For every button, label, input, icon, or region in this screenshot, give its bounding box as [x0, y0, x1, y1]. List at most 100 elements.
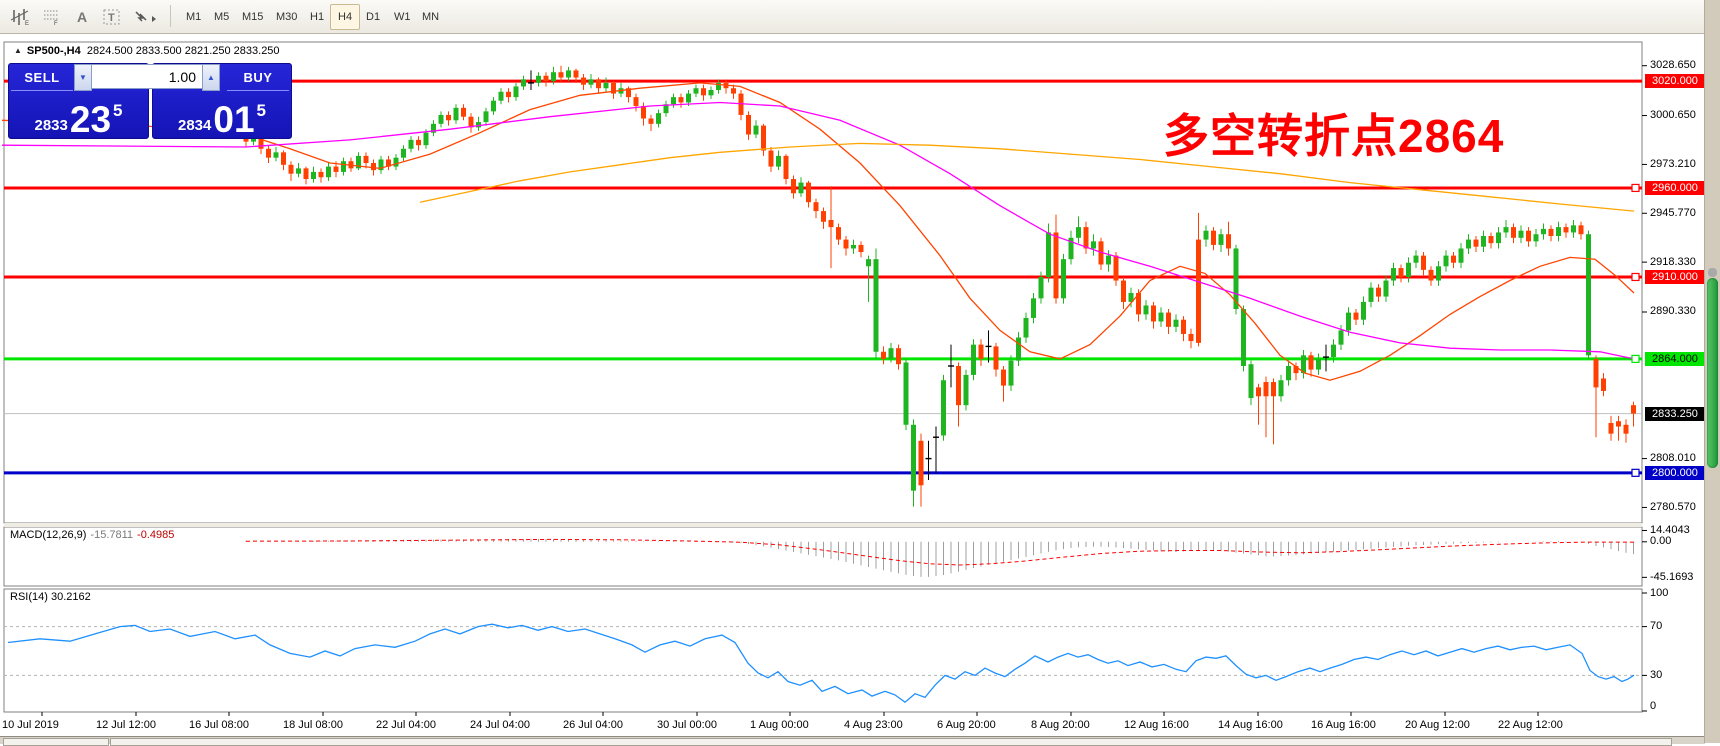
volume-decrease-button[interactable]: ▼ [74, 64, 92, 91]
level-handle[interactable] [1631, 183, 1640, 193]
slow-ma-orange [419, 142, 1635, 212]
text-box-icon[interactable]: T [98, 4, 126, 30]
candle-body [798, 182, 804, 194]
volume-spinner: ▼ ▲ [74, 64, 220, 91]
candle-body [753, 125, 759, 135]
candle-body [386, 159, 391, 167]
candle-body [881, 351, 886, 359]
candle-body [288, 164, 294, 174]
chart-title: ▲ SP500-,H4 2824.500 2833.500 2821.250 28… [14, 45, 280, 57]
timeframe-button-mn[interactable]: MN [422, 11, 440, 23]
macd-signal-line [245, 538, 1635, 566]
candle-body [1008, 360, 1014, 386]
candle-body [1361, 301, 1366, 320]
candle-body [896, 348, 901, 365]
buy-button[interactable]: BUY [227, 64, 289, 91]
candle-body [431, 123, 436, 133]
vertical-scrollbar[interactable] [1704, 0, 1720, 743]
grid-icon[interactable]: F [38, 4, 66, 30]
candle-body [1383, 280, 1389, 297]
candle-body [648, 118, 654, 124]
candle-body [1548, 228, 1554, 237]
candle-body [1226, 234, 1231, 249]
sell-price: 2833 23 5 [34, 99, 123, 140]
svg-text:F: F [54, 21, 58, 26]
candle-body [1241, 309, 1246, 367]
candle-body [1106, 255, 1111, 265]
candle-body [1353, 312, 1359, 320]
candle-body [633, 97, 639, 107]
scrollbar-thumb[interactable] [1707, 278, 1718, 468]
collapse-triangle-icon: ▲ [14, 46, 22, 55]
candle-body [438, 114, 444, 124]
candle-body [963, 374, 969, 406]
timeframe-button-d1[interactable]: D1 [366, 11, 381, 23]
candle-body [1211, 230, 1216, 245]
candle-body [1046, 232, 1051, 277]
candle-body [693, 88, 699, 94]
candle-body [971, 344, 976, 375]
cursor-crosshair-icon[interactable] [128, 4, 164, 30]
candle-body [1331, 344, 1336, 358]
timeframe-button-m1[interactable]: M1 [186, 11, 202, 23]
candle-body [273, 152, 279, 158]
volume-increase-button[interactable]: ▲ [202, 64, 220, 91]
candle-body [468, 116, 474, 128]
candle-body [858, 244, 864, 253]
candle-body [1166, 312, 1171, 327]
level-handle[interactable] [1631, 468, 1640, 477]
candle-body [843, 239, 849, 249]
candle-body [1301, 355, 1306, 374]
candle-body [1541, 228, 1546, 235]
candle-body [1421, 255, 1426, 270]
candle-body [1616, 421, 1621, 427]
volume-input[interactable] [92, 64, 202, 89]
candle-body [281, 152, 286, 165]
candle-body [266, 148, 271, 158]
bar-chart-icon[interactable]: E [6, 4, 34, 30]
timeframe-button-m5[interactable]: M5 [214, 11, 230, 23]
candle-body [318, 171, 324, 178]
panel-frame [3, 588, 1643, 713]
candle-body [1271, 382, 1276, 397]
candle-body [1346, 312, 1351, 331]
level-handle[interactable] [1631, 354, 1640, 363]
candle-body [1061, 259, 1066, 299]
candle-body [363, 155, 369, 164]
candle-body [866, 259, 871, 267]
candle-body [1511, 227, 1516, 238]
candle-body [588, 79, 594, 85]
candle-body [1248, 364, 1254, 399]
candle-body [371, 163, 376, 171]
candle-body [791, 179, 796, 194]
font-a-icon[interactable]: A [76, 9, 88, 25]
timeframe-button-m30[interactable]: M30 [276, 11, 298, 23]
candle-body [1338, 330, 1344, 345]
timeframe-button-h4[interactable]: H4 [330, 4, 361, 30]
candle-body [326, 166, 331, 178]
candle-body [303, 168, 309, 180]
candle-body [1518, 230, 1524, 238]
level-handle[interactable] [1631, 272, 1640, 282]
candle-body [573, 70, 579, 78]
timeframe-button-m15[interactable]: M15 [242, 11, 264, 23]
timeframe-button-h1[interactable]: H1 [310, 11, 325, 23]
sell-button[interactable]: SELL [11, 64, 73, 91]
candle-body [716, 82, 721, 91]
candle-body [1593, 358, 1599, 388]
fast-ma-orangered [1, 82, 1635, 381]
candle-body [1256, 387, 1261, 397]
timeframe-button-w1[interactable]: W1 [394, 11, 411, 23]
candle-body [1443, 255, 1449, 267]
candle-body [671, 97, 676, 105]
bottom-tab[interactable] [3, 738, 109, 746]
candle-body [378, 159, 384, 171]
candle-body [1436, 266, 1441, 281]
candle-body [656, 113, 661, 124]
toolbar: E F A T M1 M5 M15 M30 H1 H4 D1 W1 MN [0, 0, 1720, 34]
candle-body [356, 155, 361, 169]
rsi-line [7, 623, 1635, 704]
bottom-tab[interactable] [110, 738, 1672, 746]
candle-body [333, 166, 339, 172]
